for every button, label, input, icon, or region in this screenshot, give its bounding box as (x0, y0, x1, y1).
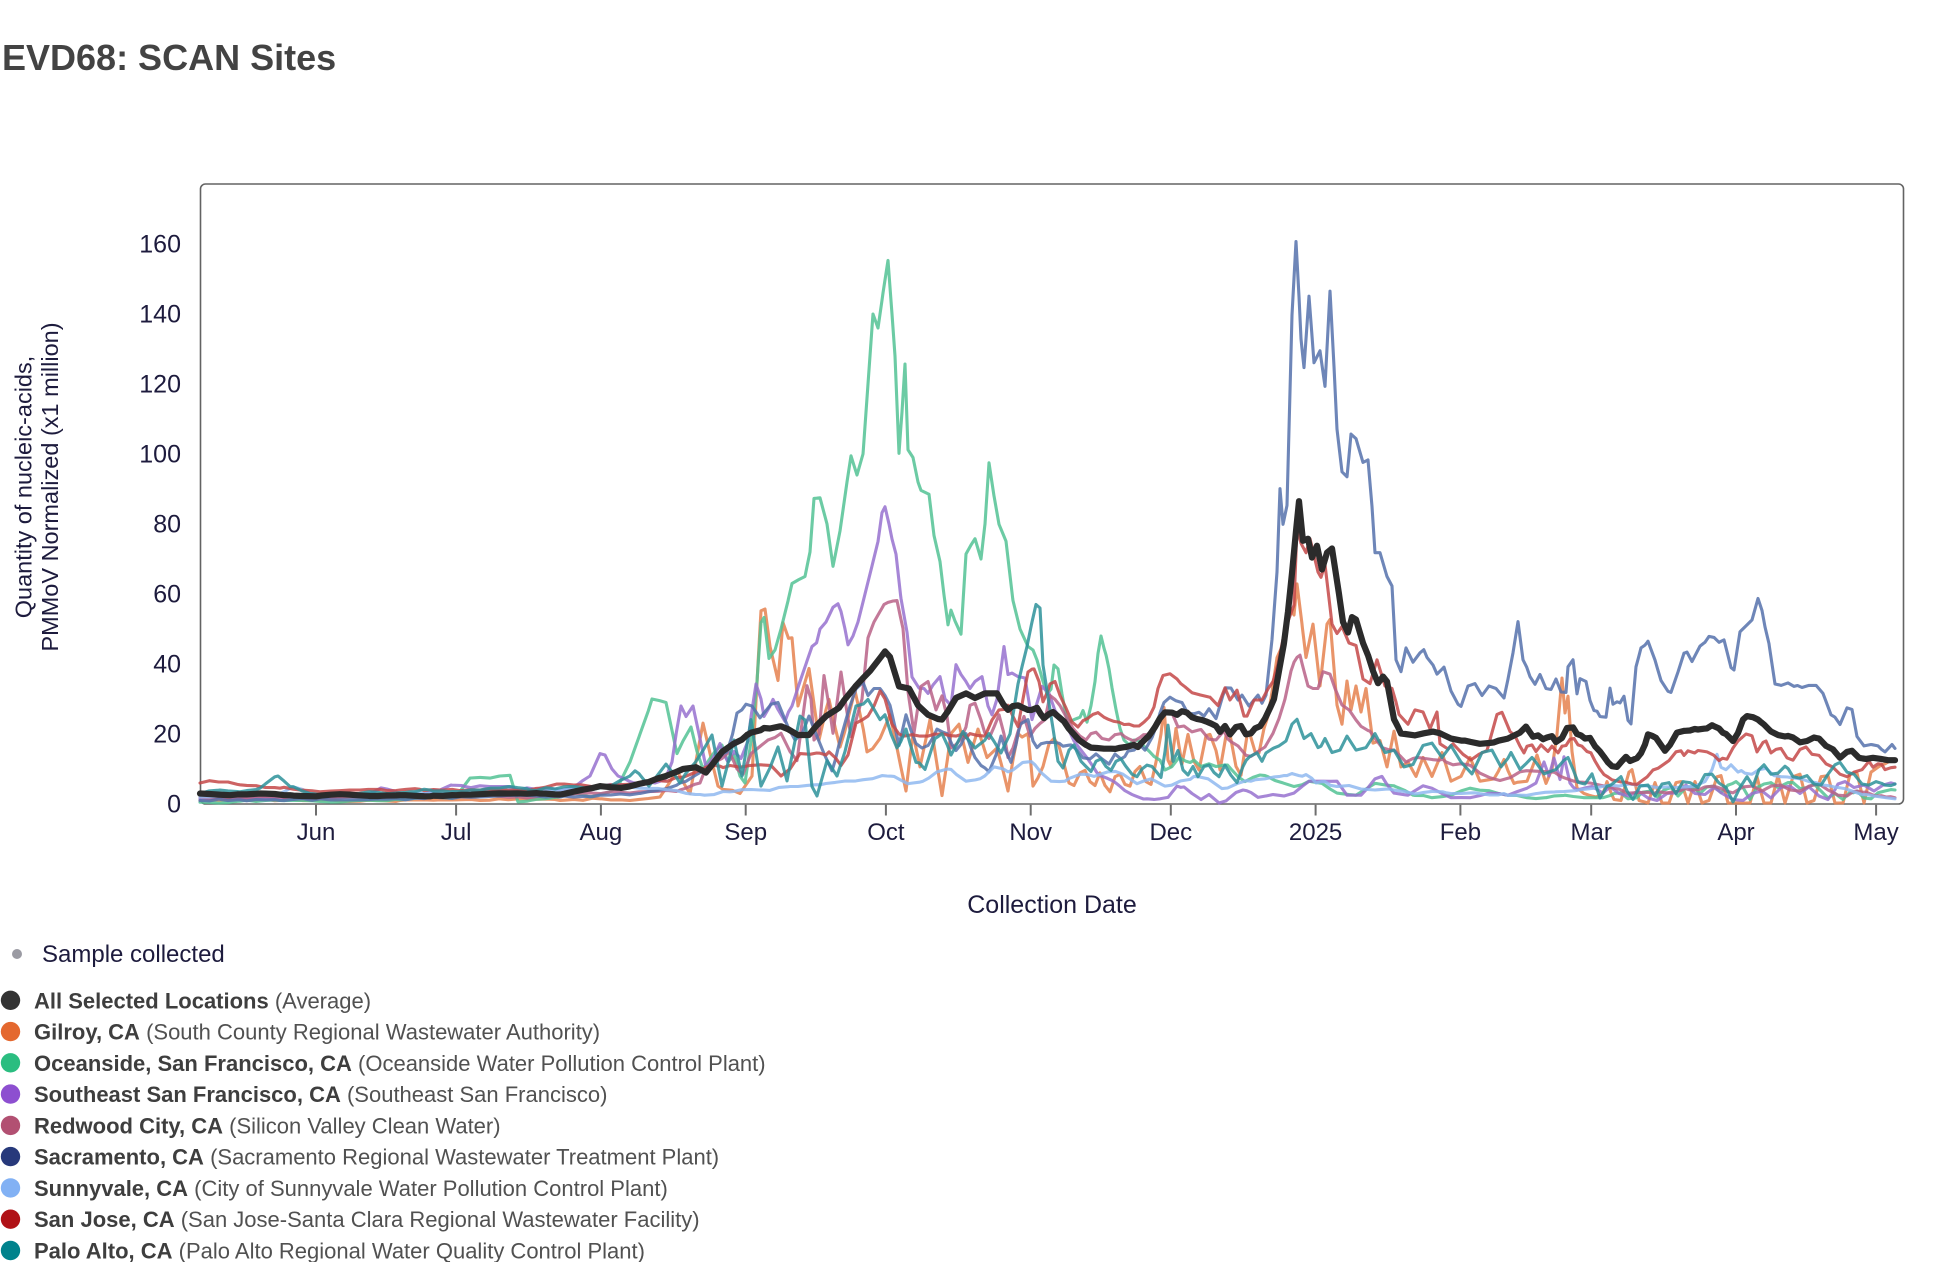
svg-text:Aug: Aug (580, 819, 623, 846)
svg-text:Jul: Jul (441, 819, 472, 846)
svg-text:Feb: Feb (1440, 819, 1481, 846)
svg-text:80: 80 (153, 511, 181, 539)
svg-text:Collection Date: Collection Date (967, 891, 1137, 919)
svg-text:Nov: Nov (1009, 819, 1052, 846)
svg-text:May: May (1853, 819, 1898, 846)
svg-text:Sunnyvale, CA (City of Sunnyva: Sunnyvale, CA (City of Sunnyvale Water P… (34, 1176, 668, 1201)
svg-text:Sep: Sep (724, 819, 767, 846)
svg-text:Quantity of nucleic-acids,: Quantity of nucleic-acids, (11, 356, 37, 619)
svg-text:120: 120 (139, 371, 181, 399)
svg-text:Gilroy, CA (South County Regio: Gilroy, CA (South County Regional Wastew… (34, 1020, 600, 1045)
svg-text:Palo Alto, CA (Palo Alto Regio: Palo Alto, CA (Palo Alto Regional Water … (34, 1239, 645, 1262)
svg-text:Sample collected: Sample collected (42, 941, 225, 968)
svg-text:100: 100 (139, 441, 181, 469)
svg-text:160: 160 (139, 231, 181, 259)
svg-text:40: 40 (153, 651, 181, 679)
svg-text:2025: 2025 (1289, 819, 1342, 846)
svg-text:20: 20 (153, 721, 181, 749)
svg-text:Mar: Mar (1571, 819, 1612, 846)
svg-text:Oceanside, San Francisco, CA (: Oceanside, San Francisco, CA (Oceanside … (34, 1051, 766, 1076)
svg-text:All Selected Locations (Averag: All Selected Locations (Average) (34, 988, 371, 1013)
svg-text:Southeast San Francisco, CA (S: Southeast San Francisco, CA (Southeast S… (34, 1082, 607, 1107)
svg-text:60: 60 (153, 581, 181, 609)
svg-text:San Jose, CA (San Jose-Santa C: San Jose, CA (San Jose-Santa Clara Regio… (34, 1207, 700, 1232)
svg-text:PMMoV Normalized (x1 million): PMMoV Normalized (x1 million) (37, 322, 63, 651)
svg-text:140: 140 (139, 301, 181, 329)
svg-text:0: 0 (167, 791, 181, 819)
svg-text:Jun: Jun (297, 819, 336, 846)
svg-text:Apr: Apr (1717, 819, 1754, 846)
svg-text:EVD68: SCAN Sites: EVD68: SCAN Sites (2, 37, 336, 78)
svg-text:Dec: Dec (1149, 819, 1192, 846)
svg-text:Sacramento, CA (Sacramento Reg: Sacramento, CA (Sacramento Regional Wast… (34, 1145, 719, 1170)
svg-text:Oct: Oct (867, 819, 905, 846)
svg-text:Redwood City, CA (Silicon Vall: Redwood City, CA (Silicon Valley Clean W… (34, 1113, 501, 1138)
